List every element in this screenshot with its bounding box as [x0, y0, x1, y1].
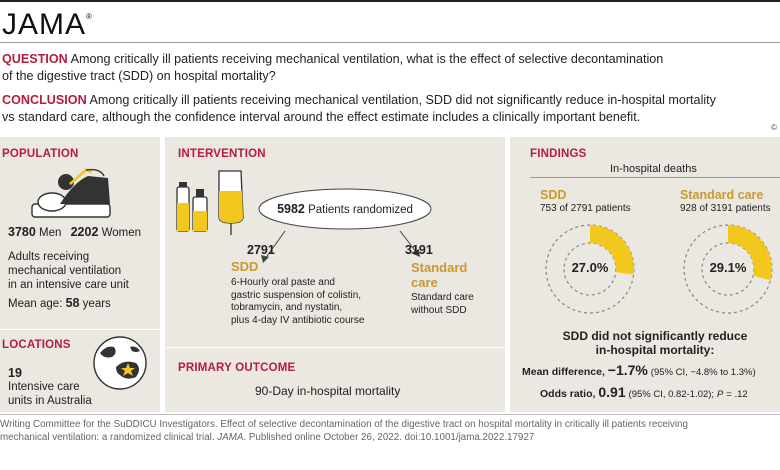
randomization-arrows [261, 230, 420, 263]
population-description: Adults receiving mechanical ventilation … [8, 250, 129, 292]
intervention-divider [165, 347, 505, 348]
question-label: QUESTION [2, 52, 68, 66]
population-divider [0, 329, 160, 330]
intervention-title: INTERVENTION [178, 148, 266, 160]
population-panel: POPULATION 3780 Men 2202 Women Adults re… [0, 137, 160, 412]
findings-summary-line2: in-hospital mortality: [595, 343, 715, 357]
locations-count: 19 [8, 366, 22, 380]
mean-age-value: 58 [65, 296, 80, 310]
standard-percent: 29.1% [709, 260, 747, 275]
sdd-desc-line3: tobramycin, and nystatin, [231, 302, 343, 313]
sdd-donut-wedge [590, 225, 634, 275]
sdd-mortality-donut [545, 224, 635, 314]
question-block: QUESTION Among critically ill patients r… [2, 51, 702, 85]
sdd-arm-label: SDD [231, 259, 259, 274]
findings-summary-line1: SDD did not significantly reduce [562, 329, 748, 343]
question-line2: of the digestive tract (SDD) on hospital… [2, 69, 276, 83]
mean-age: Mean age: 58 years [8, 296, 111, 311]
conclusion-block: CONCLUSION Among critically ill patients… [2, 92, 742, 126]
copyright-mark: © [771, 123, 777, 132]
citation-line2b: . Published online October 26, 2022. doi… [243, 432, 535, 443]
intervention-panel: INTERVENTION 5982 Patients randomized 27… [165, 137, 505, 412]
question-line1: Among critically ill patients receiving … [70, 52, 664, 66]
sdd-findings-label: SDD [540, 188, 567, 202]
findings-panel: FINDINGS In-hospital deaths SDD 753 of 2… [510, 137, 780, 412]
p-value: = .12 [726, 389, 748, 400]
citation-line2a: mechanical ventilation: a randomized cli… [0, 432, 215, 443]
men-label: Men [39, 227, 62, 239]
standard-label-line1: Standard [411, 260, 468, 275]
locations-desc-line1: Intensive care [8, 381, 80, 393]
odds-ratio: Odds ratio, 0.91 (95% CI, 0.82-1.02); P … [540, 385, 780, 402]
mean-diff-ci: (95% CI, −4.8% to 1.3%) [650, 367, 756, 378]
standard-findings-label: Standard care [680, 188, 764, 202]
p-label: P [717, 389, 724, 400]
sdd-desc-line4: plus 4-day IV antibiotic course [231, 314, 365, 326]
sdd-desc-line2: gastric suspension of colistin, [231, 289, 362, 301]
population-desc-line2: mechanical ventilation [8, 265, 122, 277]
odds-label: Odds ratio, [540, 388, 596, 400]
citation: Writing Committee for the SuDDICU Invest… [0, 418, 780, 444]
globe-icon [93, 336, 147, 390]
locations-desc-line2: units in Australia [8, 395, 92, 407]
standard-findings-detail: 928 of 3191 patients [680, 203, 771, 214]
findings-subtitle-rule [530, 177, 780, 178]
odds-value: 0.91 [598, 384, 626, 400]
population-title: POPULATION [2, 148, 79, 160]
sdd-desc-line1: 6-Hourly oral paste and [231, 277, 335, 288]
women-label: Women [101, 227, 142, 239]
randomized-count: 5982 [277, 202, 305, 216]
standard-count: 3191 [405, 243, 433, 257]
mean-diff-label: Mean difference, [522, 366, 605, 378]
mean-age-unit: years [82, 298, 111, 310]
mean-diff-value: −1.7% [607, 362, 648, 378]
top-rule [0, 0, 780, 2]
population-desc-line3: in an intensive care unit [8, 279, 129, 291]
locations-title: LOCATIONS [2, 339, 71, 351]
citation-rule [0, 414, 780, 415]
randomized-text: 5982 Patients randomized [255, 202, 435, 217]
randomized-label: Patients randomized [308, 204, 413, 216]
logo-rule [0, 42, 780, 43]
sdd-count: 2791 [247, 243, 275, 257]
odds-ci: (95% CI, 0.82-1.02); [628, 389, 715, 400]
standard-donut-wedge [728, 225, 772, 281]
conclusion-line1: Among critically ill patients receiving … [89, 93, 716, 107]
mean-age-label: Mean age: [8, 298, 63, 310]
citation-line1: Writing Committee for the SuDDICU Invest… [0, 419, 688, 430]
conclusion-label: CONCLUSION [2, 93, 87, 107]
findings-summary: SDD did not significantly reduce in-hosp… [530, 329, 780, 357]
standard-arm-label: Standard care [411, 260, 467, 290]
patient-bed-icon [31, 168, 111, 218]
population-counts: 3780 Men 2202 Women [8, 225, 141, 240]
standard-label-line2: care [411, 275, 438, 290]
standard-mortality-donut [683, 224, 773, 314]
citation-line2: mechanical ventilation: a randomized cli… [0, 431, 780, 444]
findings-title: FINDINGS [530, 148, 587, 160]
standard-desc-line1: Standard care [411, 292, 474, 303]
primary-outcome-title: PRIMARY OUTCOME [178, 362, 296, 374]
medication-icon [176, 170, 244, 235]
findings-subtitle: In-hospital deaths [610, 163, 697, 175]
locations-description: Intensive care units in Australia [8, 380, 92, 408]
sdd-findings-detail: 753 of 2791 patients [540, 203, 631, 214]
men-count: 3780 [8, 225, 36, 239]
jama-logo: JAMA® [2, 8, 93, 41]
standard-arm-description: Standard care without SDD [411, 292, 474, 317]
women-count: 2202 [70, 225, 99, 239]
sdd-arm-description: 6-Hourly oral paste and gastric suspensi… [231, 277, 364, 327]
population-desc-line1: Adults receiving [8, 251, 90, 263]
standard-desc-line2: without SDD [411, 304, 467, 316]
randomized-ellipse [258, 188, 432, 230]
sdd-percent: 27.0% [571, 260, 609, 275]
mean-difference: Mean difference, −1.7% (95% CI, −4.8% to… [522, 363, 780, 380]
citation-journal: JAMA [217, 432, 244, 443]
primary-outcome-text: 90-Day in-hospital mortality [255, 384, 401, 398]
conclusion-line2: vs standard care, although the confidenc… [2, 110, 641, 124]
